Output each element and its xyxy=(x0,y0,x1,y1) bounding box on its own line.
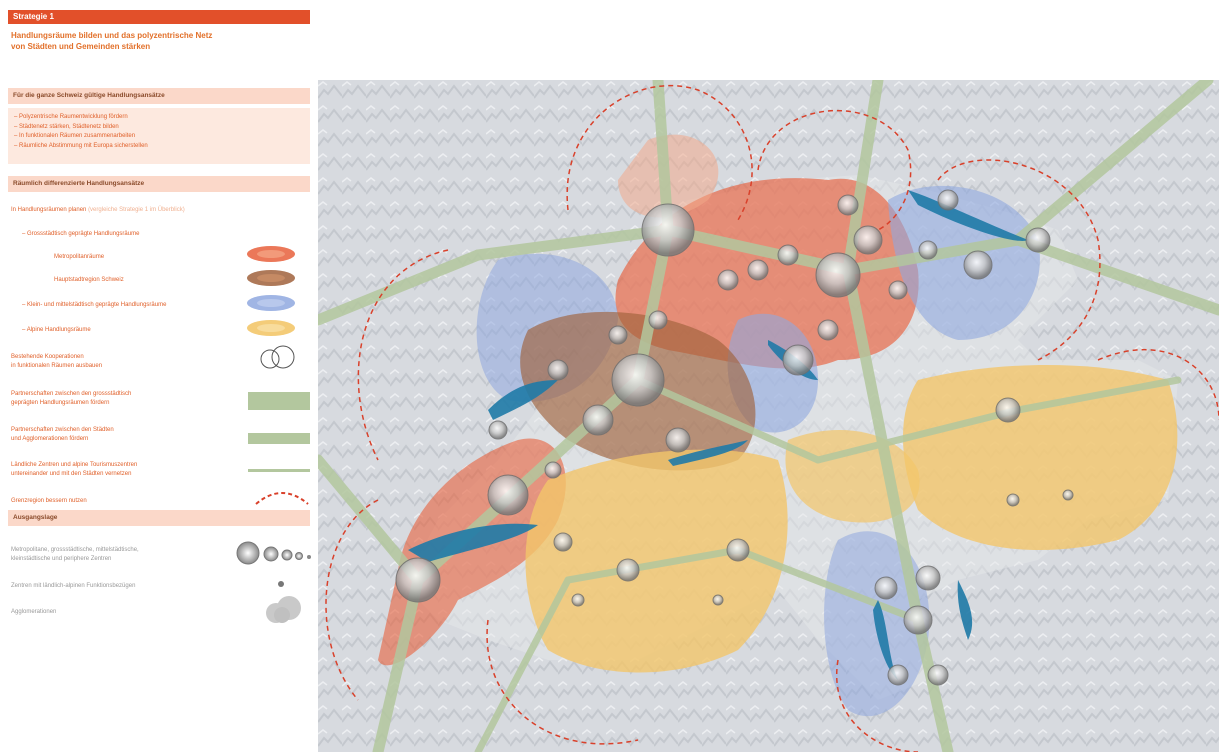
center-node[interactable] xyxy=(488,420,508,440)
agglomeration-swatch xyxy=(266,596,301,623)
center-node[interactable] xyxy=(641,203,695,257)
medium-area-swatch xyxy=(247,295,295,311)
center-node[interactable] xyxy=(487,474,529,516)
map-canvas xyxy=(318,80,1219,752)
agglomerations-label: Agglomerationen xyxy=(11,609,57,615)
plan-in-action-areas-label: In Handlungsräumen planen (vergleiche St… xyxy=(11,207,185,213)
rural-centers-label: Zentren mit ländlich-alpinen Funktionsbe… xyxy=(11,583,136,589)
alpine-area-swatch xyxy=(247,320,295,336)
center-node[interactable] xyxy=(1025,227,1051,253)
center-node[interactable] xyxy=(918,240,938,260)
alpine-area-graubuenden xyxy=(903,365,1178,550)
partnership-metro-swatch xyxy=(248,392,310,410)
center-node[interactable] xyxy=(887,664,909,686)
general-approach-item: In funktionalen Räumen zusammenarbeiten xyxy=(14,132,304,142)
partnership-cities-swatch xyxy=(248,433,310,444)
center-node[interactable] xyxy=(777,244,799,266)
subtitle-line-2: von Städten und Gemeinden stärken xyxy=(11,42,151,51)
medium-areas-label: – Klein- und mittelstädtisch geprägte Ha… xyxy=(22,302,167,308)
center-node[interactable] xyxy=(747,259,769,281)
center-node[interactable] xyxy=(648,310,668,330)
alpine-areas-label: – Alpine Handlungsräume xyxy=(22,327,91,333)
center-node[interactable] xyxy=(616,558,640,582)
switzerland-map[interactable] xyxy=(318,80,1219,752)
partnership-metro-label: Partnerschaften zwischen den grossstädti… xyxy=(11,391,132,406)
center-node[interactable] xyxy=(915,565,941,591)
metro-areas-heading: – Grossstädtisch geprägte Handlungsräume xyxy=(22,231,140,237)
center-node[interactable] xyxy=(395,557,441,603)
center-node[interactable] xyxy=(582,404,614,436)
metropolitan-area-label: Metropolitanräume xyxy=(54,254,105,260)
center-node[interactable] xyxy=(712,594,724,606)
center-node[interactable] xyxy=(571,593,585,607)
border-region-label: Grenzregion bessern nutzen xyxy=(11,498,87,504)
centers-layer xyxy=(395,189,1074,686)
center-node[interactable] xyxy=(665,427,691,453)
center-node[interactable] xyxy=(726,538,750,562)
strategy-title: Strategie 1 xyxy=(8,10,310,24)
base-section-heading: Ausgangslage xyxy=(8,510,310,526)
rural-network-label: Ländliche Zentren und alpine Tourismusze… xyxy=(11,462,138,477)
center-node[interactable] xyxy=(611,353,665,407)
metropolitan-area-swatch xyxy=(247,246,295,262)
centers-label: Metropolitane, grossstädtische, mittelst… xyxy=(11,547,139,562)
partnership-cities-label: Partnerschaften zwischen den Städten und… xyxy=(11,427,114,442)
center-node[interactable] xyxy=(608,325,628,345)
center-node[interactable] xyxy=(544,461,562,479)
rural-center-swatch xyxy=(278,581,284,587)
center-node[interactable] xyxy=(553,532,573,552)
general-section-heading: Für die ganze Schweiz gültige Handlungsa… xyxy=(8,88,310,104)
centers-swatch xyxy=(236,541,311,565)
capital-region-swatch xyxy=(247,270,295,286)
center-node[interactable] xyxy=(815,252,861,298)
center-node[interactable] xyxy=(547,359,569,381)
center-node[interactable] xyxy=(903,605,933,635)
general-approaches-list: Polyzentrische Raumentwicklung fördern S… xyxy=(8,108,310,164)
cooperation-label: Bestehende Kooperationen in funktionalen… xyxy=(11,354,103,369)
rural-network-swatch xyxy=(248,469,310,472)
center-node[interactable] xyxy=(963,250,993,280)
center-node[interactable] xyxy=(717,269,739,291)
legend-panel: Strategie 1 Handlungsräume bilden und da… xyxy=(8,8,311,748)
center-node[interactable] xyxy=(995,397,1021,423)
center-node[interactable] xyxy=(1062,489,1074,501)
general-approach-item: Polyzentrische Raumentwicklung fördern xyxy=(14,113,304,123)
center-node[interactable] xyxy=(782,344,814,376)
center-node[interactable] xyxy=(853,225,883,255)
center-node[interactable] xyxy=(888,280,908,300)
strategy-subtitle: Handlungsräume bilden und das polyzentri… xyxy=(11,30,311,52)
center-node[interactable] xyxy=(874,576,898,600)
center-node[interactable] xyxy=(927,664,949,686)
center-node[interactable] xyxy=(837,194,859,216)
general-approach-item: Städtenetz stärken, Städtenetz bilden xyxy=(14,123,304,133)
center-node[interactable] xyxy=(1006,493,1020,507)
center-node[interactable] xyxy=(937,189,959,211)
cooperation-swatch xyxy=(260,345,295,369)
differentiated-section-heading: Räumlich differenzierte Handlungsansätze xyxy=(8,176,310,192)
general-approach-item: Räumliche Abstimmung mit Europa sicherst… xyxy=(14,142,304,152)
subtitle-line-1: Handlungsräume bilden und das polyzentri… xyxy=(11,31,213,40)
capital-region-label: Hauptstadtregion Schweiz xyxy=(54,277,124,283)
border-region-swatch xyxy=(255,492,309,505)
border-regions xyxy=(325,84,1219,752)
center-node[interactable] xyxy=(817,319,839,341)
